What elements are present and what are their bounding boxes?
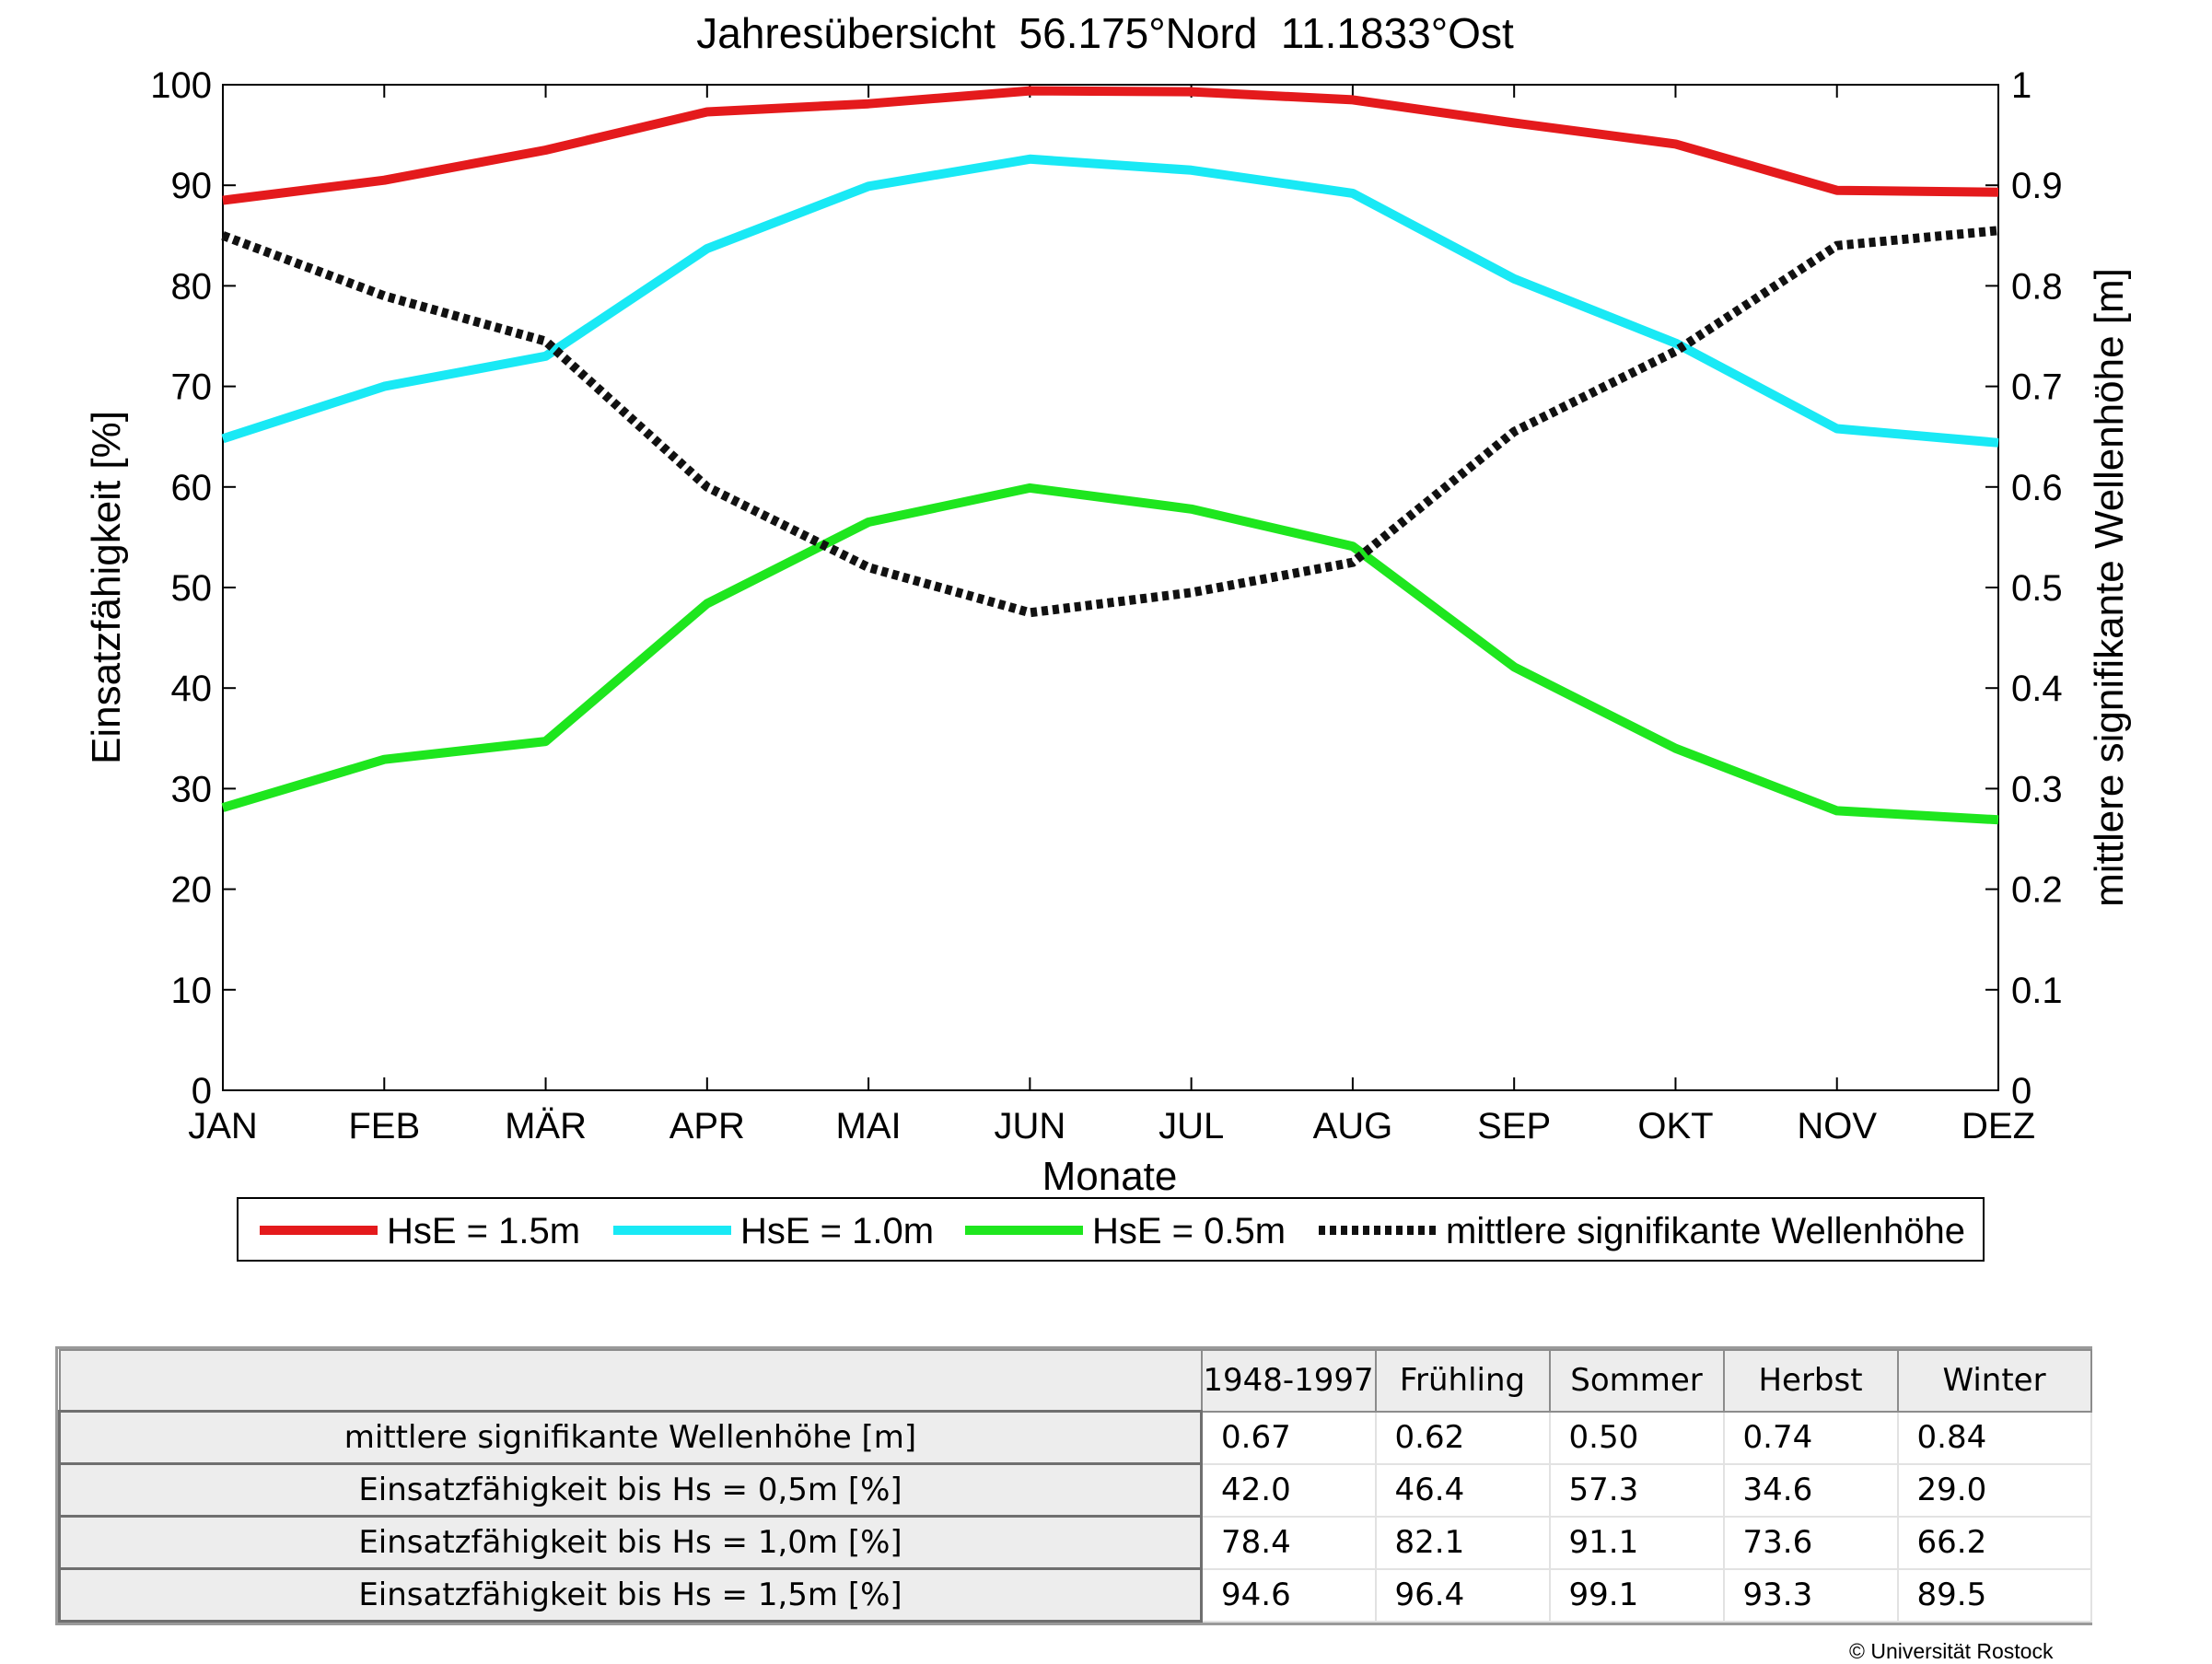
y-tick-label: 80 (171, 266, 213, 307)
y2-tick-label: 0.3 (2011, 769, 2063, 809)
x-tick-label: MAI (836, 1106, 902, 1146)
x-tick-label: NOV (1797, 1106, 1877, 1146)
table-row: Einsatzfähigkeit bis Hs = 1,0m [%] 78.4 … (58, 1515, 2092, 1570)
y-tick-label: 90 (171, 166, 213, 206)
legend: HsE = 1.5m HsE = 1.0m HsE = 0.5m mittlere s… (237, 1197, 1985, 1262)
annual-chart: Jahresübersicht 56.175°Nord 11.1833°Ost … (84, 9, 2132, 1262)
table-cell: 91.1 (1548, 1515, 1725, 1570)
x-tick-label: JUL (1158, 1106, 1224, 1146)
table-row: Einsatzfähigkeit bis Hs = 1,5m [%] 94.6 … (58, 1567, 2092, 1623)
y2-tick-label: 0.7 (2011, 367, 2063, 408)
series-line (221, 226, 1999, 618)
table-cell: 57.3 (1548, 1462, 1725, 1518)
series-line (221, 154, 1999, 448)
y-tick-label: 60 (171, 468, 213, 508)
x-tick-label: JAN (188, 1106, 258, 1146)
column-header: 1948-1997 (1200, 1349, 1377, 1413)
y-tick-label: 30 (171, 769, 213, 809)
x-tick-label: DEZ (1962, 1106, 2035, 1146)
plot-area (222, 84, 1999, 1091)
y-tick-label: 0 (192, 1071, 212, 1111)
y2-tick-label: 0.1 (2011, 971, 2063, 1011)
table-cell: 89.5 (1896, 1567, 2092, 1623)
copyright-notice: © Universität Rostock (1849, 1639, 2054, 1663)
column-header: Sommer (1548, 1349, 1725, 1413)
table-cell: 42.0 (1200, 1462, 1377, 1518)
table-cell: 0.84 (1896, 1410, 2092, 1465)
column-header: Winter (1896, 1349, 2092, 1413)
y2-tick-label: 0.8 (2011, 266, 2063, 307)
table-cell: 82.1 (1374, 1515, 1551, 1570)
y2-axis-label: mittlere signifikante Wellenhöhe [m] (2087, 268, 2132, 907)
legend-items: HsE = 1.5m HsE = 1.0m HsE = 0.5m mittlere s… (260, 1211, 1965, 1251)
y-tick-label: 40 (171, 669, 213, 709)
summary-table: 1948-1997 Frühling Sommer Herbst Winter … (58, 1349, 2092, 1623)
table-cell: 96.4 (1374, 1567, 1551, 1623)
table-cell: 0.50 (1548, 1410, 1725, 1465)
x-tick-label: AUG (1313, 1106, 1393, 1146)
y-tick-label: 20 (171, 870, 213, 911)
y2-tick-label: 0.5 (2011, 568, 2063, 609)
x-tick-label: SEP (1477, 1106, 1551, 1146)
x-axis-label: Monate (1042, 1154, 1178, 1199)
y2-tick-label: 1 (2011, 65, 2032, 106)
y-axis-label: Einsatzfähigkeit [%] (84, 411, 129, 764)
table-cell: 78.4 (1200, 1515, 1377, 1570)
chart-title: Jahresübersicht 56.175°Nord 11.1833°Ost (696, 9, 1514, 57)
y2-tick-label: 0.2 (2011, 870, 2063, 911)
x-tick-label: FEB (348, 1106, 420, 1146)
summary-table-container: 1948-1997 Frühling Sommer Herbst Winter … (55, 1346, 2092, 1625)
column-header: Frühling (1374, 1349, 1551, 1413)
legend-label: mittlere signifikante Wellenhöhe (1446, 1211, 1965, 1251)
table-cell: 46.4 (1374, 1462, 1551, 1518)
legend-label: HsE = 1.0m (740, 1211, 934, 1251)
legend-box (237, 1197, 1985, 1262)
table-cell: 0.74 (1722, 1410, 1899, 1465)
row-label: mittlere signifikante Wellenhöhe [m] (58, 1410, 1203, 1465)
table-cell: 34.6 (1722, 1462, 1899, 1518)
row-label: Einsatzfähigkeit bis Hs = 0,5m [%] (58, 1462, 1203, 1518)
legend-label: HsE = 0.5m (1092, 1211, 1286, 1251)
table-cell: 0.62 (1374, 1410, 1551, 1465)
y2-tick-label: 0.9 (2011, 166, 2063, 206)
legend-label: HsE = 1.5m (387, 1211, 580, 1251)
y2-tick-label: 0.6 (2011, 468, 2063, 508)
table-cell: 66.2 (1896, 1515, 2092, 1570)
y-tick-label: 70 (171, 367, 213, 408)
table-cell: 73.6 (1722, 1515, 1899, 1570)
table-cell: 99.1 (1548, 1567, 1725, 1623)
table-row: Einsatzfähigkeit bis Hs = 0,5m [%] 42.0 … (58, 1462, 2092, 1518)
y2-tick-label: 0 (2011, 1071, 2032, 1111)
table-cell: 29.0 (1896, 1462, 2092, 1518)
x-tick-label: JUN (994, 1106, 1065, 1146)
x-tick-label: OKT (1637, 1106, 1713, 1146)
column-header: Herbst (1722, 1349, 1899, 1413)
table-cell: 94.6 (1200, 1567, 1377, 1623)
series-line (221, 483, 1999, 825)
table-cell: 93.3 (1722, 1567, 1899, 1623)
x-tick-label: MÄR (505, 1106, 587, 1146)
y-tick-label: 10 (171, 971, 213, 1011)
row-label: Einsatzfähigkeit bis Hs = 1,5m [%] (58, 1567, 1203, 1623)
table-header-row: 1948-1997 Frühling Sommer Herbst Winter (58, 1349, 2092, 1413)
y2-tick-label: 0.4 (2011, 669, 2063, 709)
x-tick-label: APR (669, 1106, 745, 1146)
series-lines (221, 86, 1999, 825)
row-label: Einsatzfähigkeit bis Hs = 1,0m [%] (58, 1515, 1203, 1570)
table-cell: 0.67 (1200, 1410, 1377, 1465)
y-tick-label: 100 (150, 65, 212, 106)
axis-ticks: 0 10 20 30 40 50 60 70 80 90 100 0 0.1 0.2 0.3 0.4 0.5 0.… (150, 65, 2062, 1146)
y-tick-label: 50 (171, 568, 213, 609)
table-row: mittlere signifikante Wellenhöhe [m] 0.6… (58, 1410, 2092, 1465)
series-line (222, 86, 1999, 205)
table-corner-cell (58, 1349, 1203, 1413)
